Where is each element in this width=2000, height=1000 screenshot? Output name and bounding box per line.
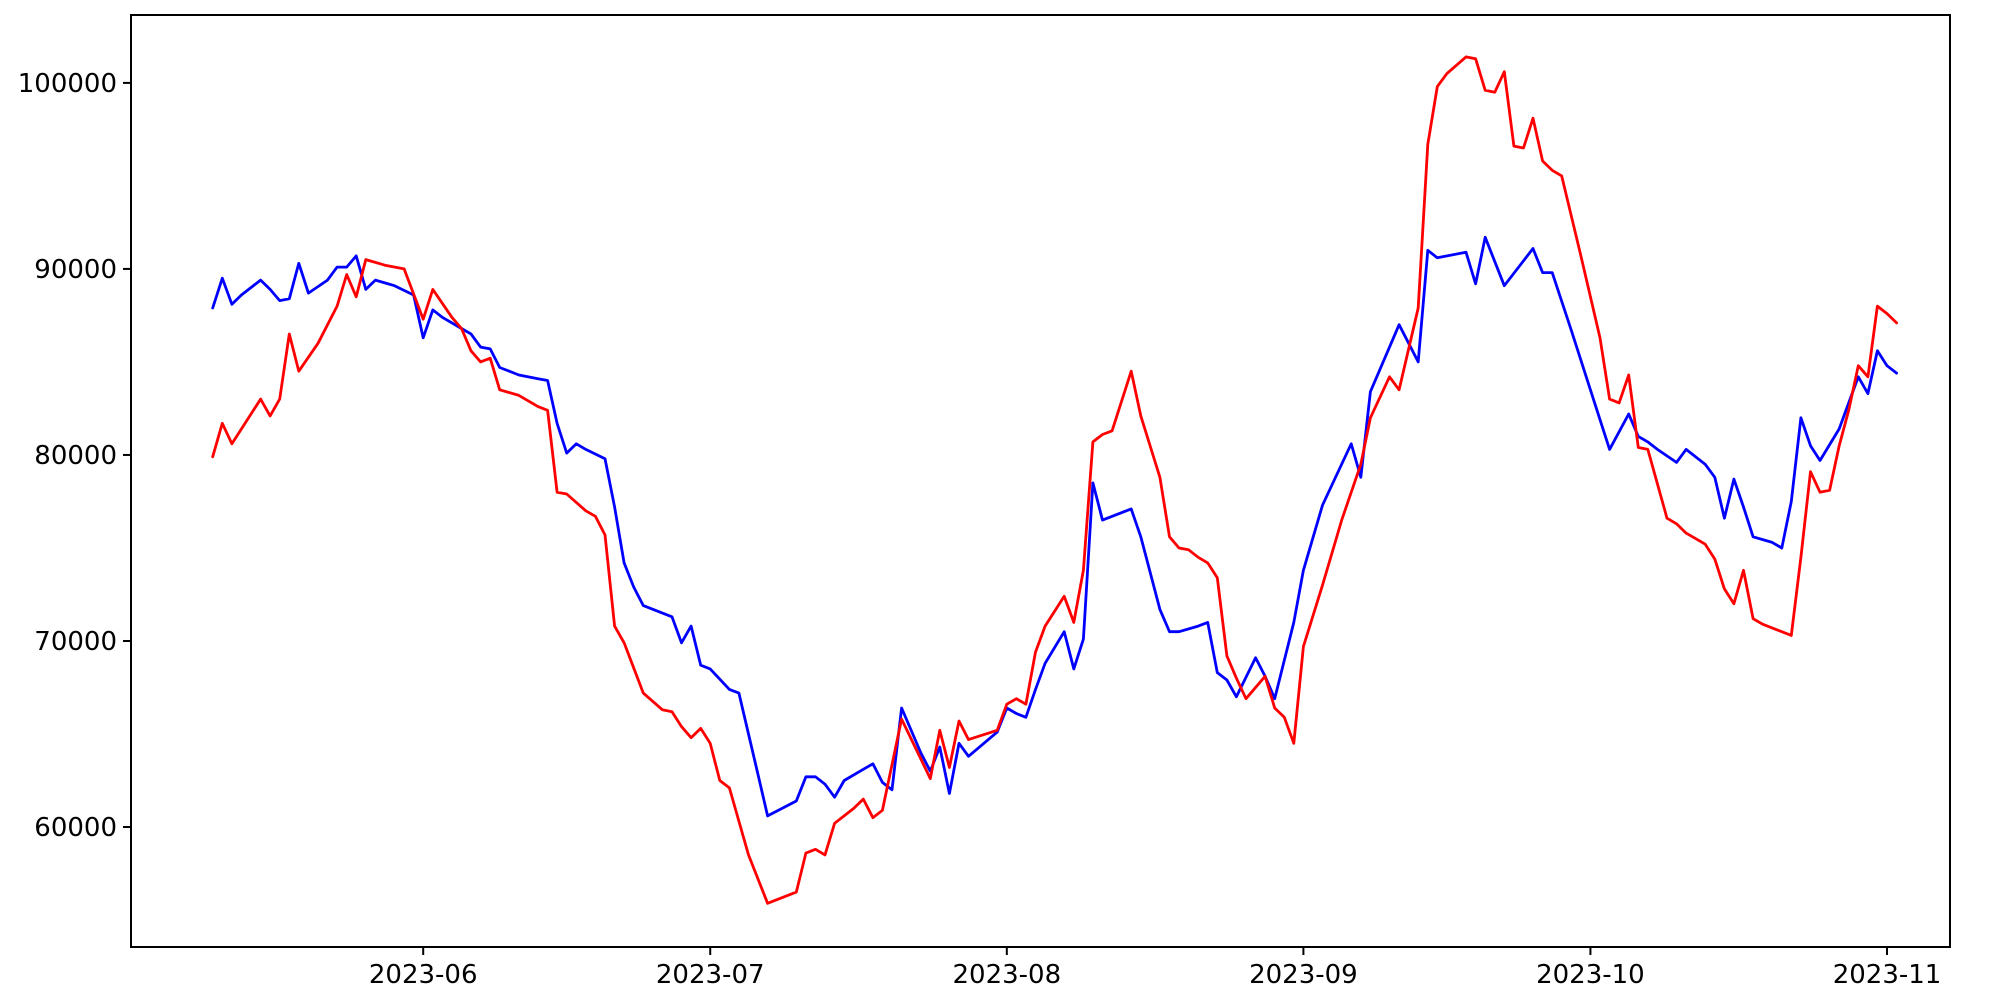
series-lines [211,55,1898,905]
x-tick-label: 2023-07 [656,960,765,990]
blue-series-line [211,235,1898,818]
x-tick-label: 2023-08 [952,960,1061,990]
y-tick-label: 70000 [34,627,117,657]
y-tick-label: 80000 [34,441,117,471]
red-series-line [211,55,1898,905]
axis-ticks [123,81,1889,955]
x-tick-label: 2023-11 [1833,960,1942,990]
y-tick-label: 90000 [34,255,117,285]
x-tick-label: 2023-06 [369,960,478,990]
y-tick-label: 100000 [18,69,117,99]
y-tick-label: 60000 [34,813,117,843]
plot-border [130,14,1951,948]
axis-tick-labels: 2023-06 2023-07 2023-08 2023-09 2023-10 2023-… [18,69,1942,990]
x-tick-label: 2023-09 [1249,960,1358,990]
x-tick-label: 2023-10 [1536,960,1645,990]
